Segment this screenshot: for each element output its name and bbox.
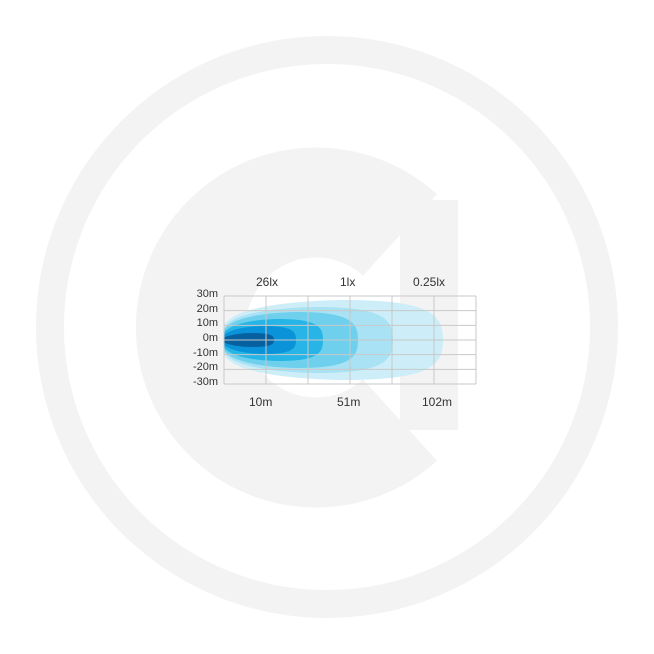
x-label-102m: 102m — [422, 395, 453, 409]
lux-label-1: 1lx — [340, 275, 356, 289]
y-label: 0m — [202, 332, 218, 344]
lux-label-025: 0.25lx — [413, 275, 446, 289]
y-label: -20m — [192, 361, 218, 373]
x-label-51m: 51m — [337, 395, 361, 409]
y-label: 10m — [196, 317, 218, 329]
x-label-10m: 10m — [249, 395, 273, 409]
lux-label-26: 26lx — [256, 275, 279, 289]
y-label: -30m — [192, 376, 218, 388]
y-label: 30m — [196, 288, 218, 300]
y-label: 20m — [196, 303, 218, 315]
y-label: -10m — [192, 347, 218, 359]
grid — [223, 295, 477, 385]
